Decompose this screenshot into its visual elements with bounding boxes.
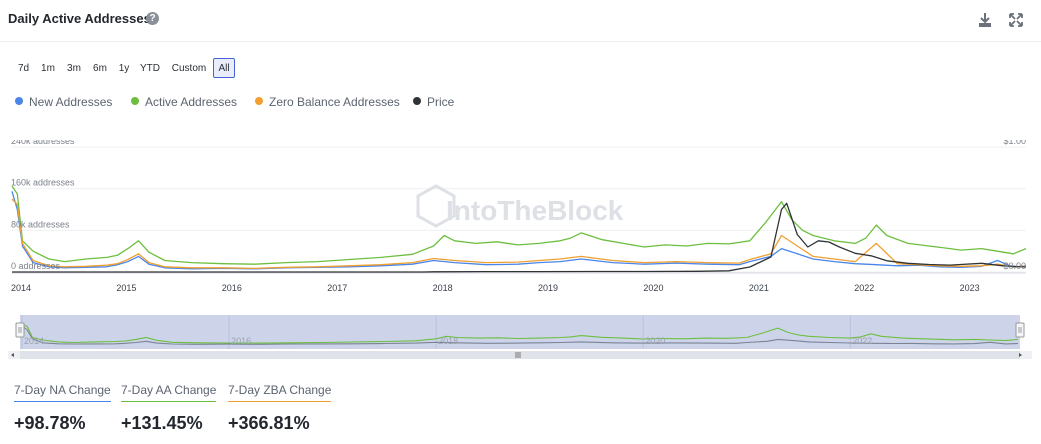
scroll-grip-icon xyxy=(515,352,521,358)
legend-dot-icon xyxy=(15,97,23,105)
stat-label: 7-Day NA Change xyxy=(14,383,111,402)
y-tick-label: 240k addresses xyxy=(11,140,75,146)
navigator-tick-label: 2014 xyxy=(24,336,44,346)
question-circle-icon[interactable]: ? xyxy=(146,12,159,25)
handle-grip-icon xyxy=(1018,327,1022,333)
range-6m-button[interactable]: 6m xyxy=(93,63,107,74)
navigator-line-new-addresses xyxy=(21,325,1019,345)
x-tick-label: 2021 xyxy=(749,283,769,293)
navigator-left-handle[interactable] xyxy=(15,322,25,338)
range-1m-button[interactable]: 1m xyxy=(41,63,55,74)
x-tick-label: 2023 xyxy=(960,283,980,293)
stat-value: +366.81% xyxy=(228,413,310,433)
navigator-tick-label: 2020 xyxy=(645,336,665,346)
range-custom-button[interactable]: Custom xyxy=(171,63,207,74)
chart-header: Daily Active Addresses ? xyxy=(0,0,1041,42)
navigator-line-active-addresses xyxy=(21,323,1019,344)
main-chart[interactable]: IntoTheBlock 240k addresses 160k addresse… xyxy=(0,140,1041,300)
legend-item-new-addresses[interactable]: New Addresses xyxy=(15,95,112,109)
legend-dot-icon xyxy=(131,97,139,105)
navigator-right-handle[interactable] xyxy=(1015,322,1025,338)
navigator-chart[interactable]: 2014 2016 2018 2020 2022 xyxy=(0,313,1041,361)
legend-item-active-addresses[interactable]: Active Addresses xyxy=(131,95,237,109)
page-title: Daily Active Addresses xyxy=(8,11,151,26)
download-icon xyxy=(979,13,991,27)
series-line-new-addresses xyxy=(11,191,1027,270)
y-tick-label: 0 addresses xyxy=(11,261,61,271)
series-line-price xyxy=(12,202,1027,273)
y-right-tick-label: $0.00 xyxy=(1003,261,1026,271)
range-7d-button[interactable]: 7d xyxy=(17,63,30,74)
legend-label: New Addresses xyxy=(29,95,113,109)
series-line-zero-balance-addresses xyxy=(11,198,1027,270)
x-tick-label: 2020 xyxy=(643,283,663,293)
legend-dot-icon xyxy=(413,97,421,105)
series-line-active-addresses xyxy=(11,185,1027,265)
stat-label: 7-Day AA Change xyxy=(121,383,217,402)
scroll-left-arrow-icon[interactable] xyxy=(11,353,14,357)
scroll-right-arrow-icon[interactable] xyxy=(1019,353,1022,357)
range-1y-button[interactable]: 1y xyxy=(118,63,130,74)
y-right-tick-label: $1.00 xyxy=(1003,140,1026,146)
y-tick-label: 80k addresses xyxy=(11,219,70,229)
x-tick-label: 2016 xyxy=(222,283,242,293)
navigator-tick-label: 2016 xyxy=(231,336,251,346)
expand-arrows-icon xyxy=(1009,13,1023,27)
legend-item-price[interactable]: Price xyxy=(413,95,454,109)
stat-value: +131.45% xyxy=(121,413,203,433)
range-ytd-button[interactable]: YTD xyxy=(140,63,160,74)
x-tick-label: 2022 xyxy=(854,283,874,293)
x-tick-label: 2015 xyxy=(116,283,136,293)
x-tick-label: 2014 xyxy=(11,283,31,293)
legend-item-zero-balance-addresses[interactable]: Zero Balance Addresses xyxy=(255,95,400,109)
stat-label: 7-Day ZBA Change xyxy=(228,383,332,402)
y-tick-label: 160k addresses xyxy=(11,178,75,188)
legend-label: Price xyxy=(427,95,455,109)
range-3m-button[interactable]: 3m xyxy=(67,63,81,74)
x-tick-label: 2019 xyxy=(538,283,558,293)
watermark: IntoTheBlock xyxy=(416,184,624,228)
legend-label: Zero Balance Addresses xyxy=(269,95,400,109)
fullscreen-button[interactable] xyxy=(1006,10,1026,30)
watermark-text: IntoTheBlock xyxy=(446,195,624,226)
download-button[interactable] xyxy=(975,10,995,30)
x-tick-label: 2018 xyxy=(433,283,453,293)
range-all-button[interactable]: All xyxy=(213,58,235,78)
navigator-tick-label: 2018 xyxy=(438,336,458,346)
legend-dot-icon xyxy=(255,97,263,105)
navigator-tick-label: 2022 xyxy=(852,336,872,346)
legend-label: Active Addresses xyxy=(145,95,238,109)
stat-value: +98.78% xyxy=(14,413,86,433)
handle-grip-icon xyxy=(18,327,22,333)
x-tick-label: 2017 xyxy=(327,283,347,293)
